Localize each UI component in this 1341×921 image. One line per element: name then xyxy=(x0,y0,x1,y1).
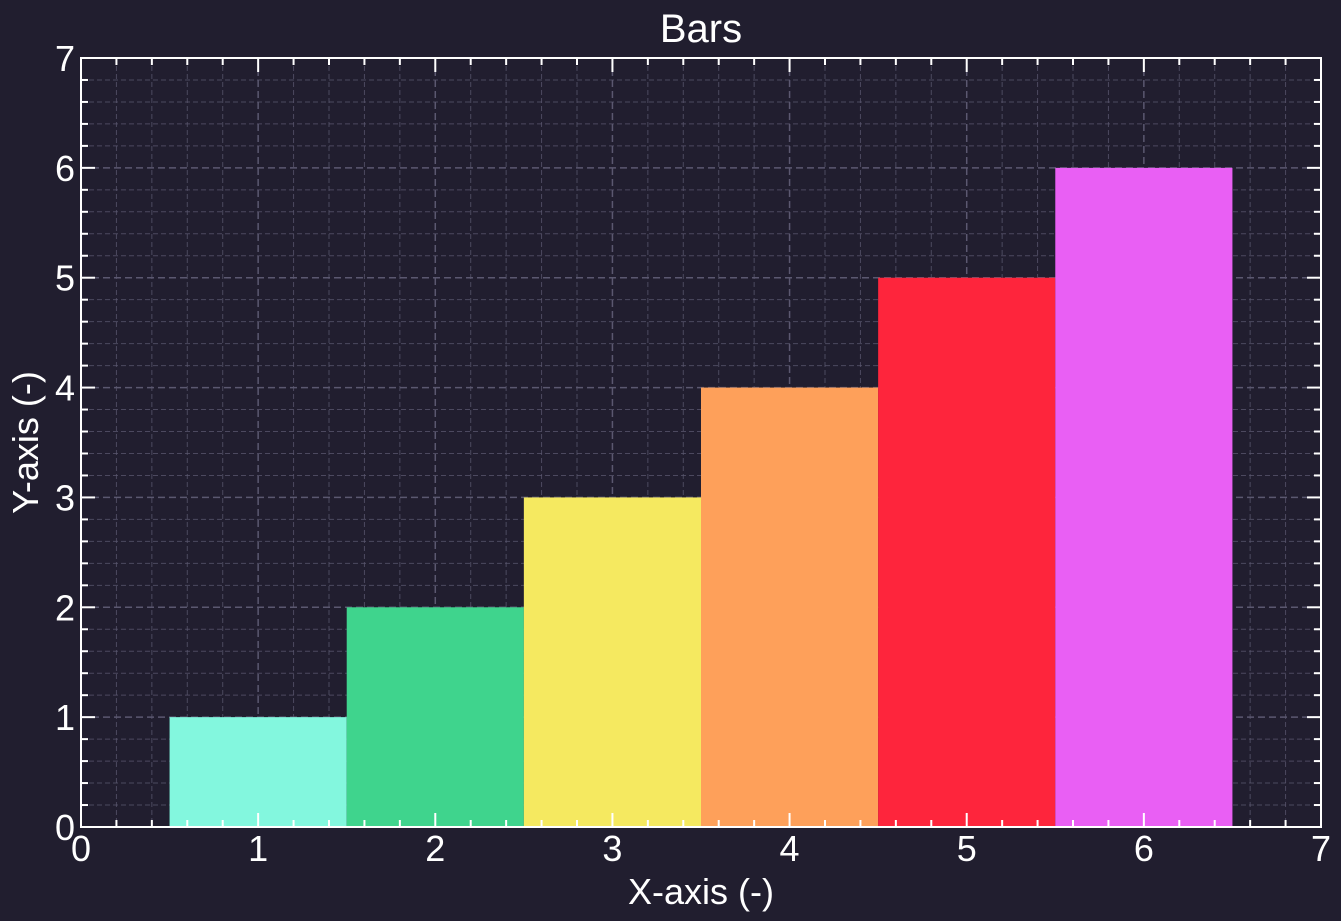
x-tick-label: 7 xyxy=(1311,828,1331,869)
x-tick-label: 3 xyxy=(602,828,622,869)
tick-marks xyxy=(80,57,1322,828)
y-tick-label: 6 xyxy=(55,148,75,189)
bar-1 xyxy=(169,717,347,827)
x-tick-label: 5 xyxy=(957,828,977,869)
x-tick-label: 6 xyxy=(1134,828,1154,869)
x-tick-label: 4 xyxy=(780,828,800,869)
bar-2 xyxy=(346,607,524,827)
x-axis-label: X-axis (-) xyxy=(628,871,774,912)
y-tick-labels: 0 1 2 3 4 5 6 7 xyxy=(55,38,75,848)
y-tick-label: 3 xyxy=(55,477,75,518)
y-tick-label: 1 xyxy=(55,697,75,738)
plot-frame xyxy=(80,57,1322,828)
y-tick-label: 4 xyxy=(55,368,75,409)
y-tick-label: 5 xyxy=(55,258,75,299)
y-tick-label: 0 xyxy=(55,807,75,848)
x-tick-label: 0 xyxy=(71,828,91,869)
y-tick-label: 2 xyxy=(55,587,75,628)
bar-3 xyxy=(523,497,701,827)
bar-4 xyxy=(701,387,879,827)
y-axis-label: Y-axis (-) xyxy=(5,371,46,514)
x-tick-label: 1 xyxy=(248,828,268,869)
x-tick-label: 2 xyxy=(425,828,445,869)
chart-title: Bars xyxy=(660,7,742,51)
bar-5 xyxy=(878,277,1056,827)
bar-6 xyxy=(1055,167,1233,827)
x-tick-labels: 0 1 2 3 4 5 6 7 xyxy=(71,828,1331,869)
y-tick-label: 7 xyxy=(55,38,75,79)
bars-group xyxy=(169,167,1233,827)
